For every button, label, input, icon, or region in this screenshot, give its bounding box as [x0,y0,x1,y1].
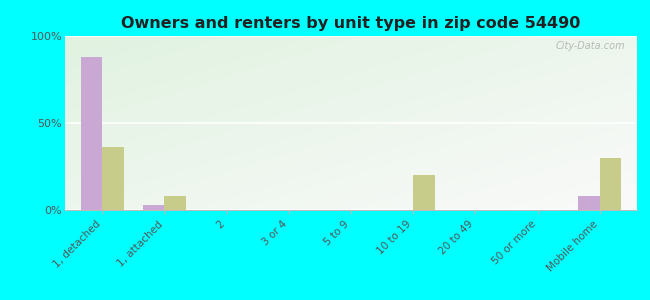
Bar [102,147,124,210]
Bar [413,175,435,210]
Bar [81,57,102,210]
Bar [164,196,187,210]
Bar [143,205,164,210]
Text: City-Data.com: City-Data.com [556,41,625,51]
Title: Owners and renters by unit type in zip code 54490: Owners and renters by unit type in zip c… [122,16,580,31]
Bar [578,196,600,210]
Bar [600,158,621,210]
